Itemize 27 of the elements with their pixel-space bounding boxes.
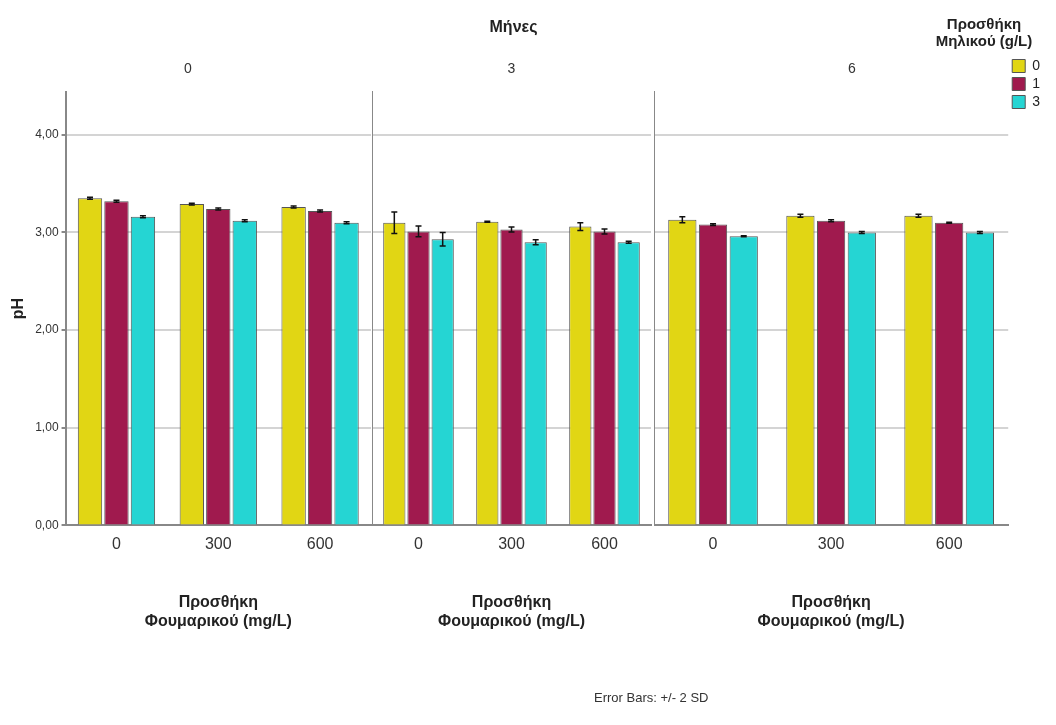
x-tick-label: 600 xyxy=(306,535,334,553)
x-tick-label: 0 xyxy=(112,535,122,553)
legend-label: 1 xyxy=(1032,74,1041,91)
y-tick-label: 1,00 xyxy=(35,420,59,435)
legend-label: 0 xyxy=(1032,56,1041,73)
y-tick-label: 2,00 xyxy=(35,322,59,337)
x-axis-title: Προσθήκη Φουμαρικού (mg/L) xyxy=(438,592,585,629)
x-axis-title: Προσθήκη Φουμαρικού (mg/L) xyxy=(144,592,292,629)
legend-label: 3 xyxy=(1032,92,1041,109)
text: Μήνες xyxy=(489,18,538,36)
x-tick-label: 300 xyxy=(498,535,525,553)
x-tick-label: 300 xyxy=(817,535,845,553)
x-axis-title: Προσθήκη Φουμαρικού (mg/L) xyxy=(757,592,905,629)
y-axis-title: pH xyxy=(9,297,27,320)
chart-title: 6 xyxy=(848,60,857,77)
y-tick-label: 3,00 xyxy=(35,224,59,239)
x-tick-label: 600 xyxy=(591,535,618,553)
x-tick-label: 0 xyxy=(708,535,718,553)
chart-title: 0 xyxy=(184,60,193,77)
legend-title: Προσθήκη Μηλικού (g/L) xyxy=(934,15,1034,49)
x-tick-label: 600 xyxy=(935,535,963,553)
text: Error Bars: +/- 2 SD xyxy=(594,690,709,705)
y-tick-label: 4,00 xyxy=(35,127,59,142)
x-tick-label: 0 xyxy=(414,535,424,553)
chart-title: 3 xyxy=(507,60,516,77)
y-tick-label: 0,00 xyxy=(35,517,59,532)
x-tick-label: 300 xyxy=(204,535,232,553)
